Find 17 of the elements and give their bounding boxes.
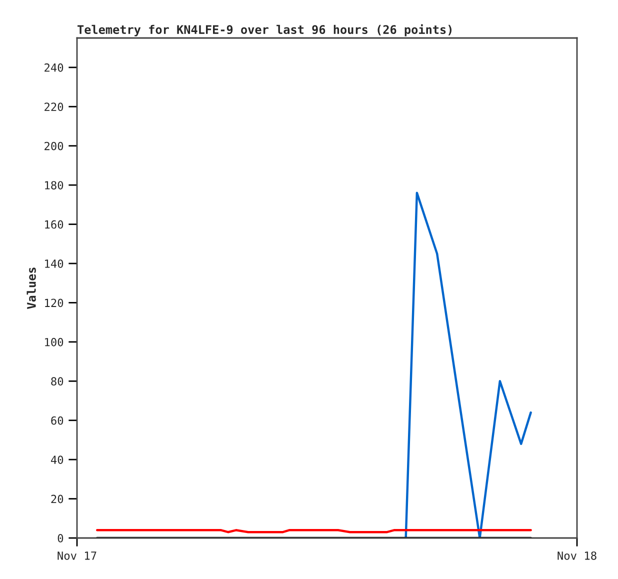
- y-tick-label: 40: [50, 456, 64, 464]
- chart-title: Telemetry for KN4LFE-9 over last 96 hours (26 points): [78, 24, 452, 36]
- x-tick-label: Nov 18: [558, 551, 596, 560]
- y-tick-label: 100: [45, 338, 64, 346]
- y-tick-label: 80: [51, 377, 64, 386]
- y-tick-label: 160: [45, 220, 64, 229]
- y-tick-label: 200: [44, 142, 64, 150]
- y-tick-label: 120: [45, 298, 64, 308]
- y-tick-label: 20: [51, 494, 64, 504]
- y-tick-label: 0: [58, 534, 64, 542]
- y-axis-title: Values: [26, 268, 36, 309]
- y-tick-label: 240: [44, 63, 64, 72]
- y-tick-label: 140: [45, 259, 64, 268]
- y-tick-label: 220: [44, 102, 64, 112]
- y-tick-label: 180: [45, 181, 64, 190]
- y-tick-label: 60: [51, 416, 64, 425]
- x-tick-label: Nov 17: [58, 552, 96, 560]
